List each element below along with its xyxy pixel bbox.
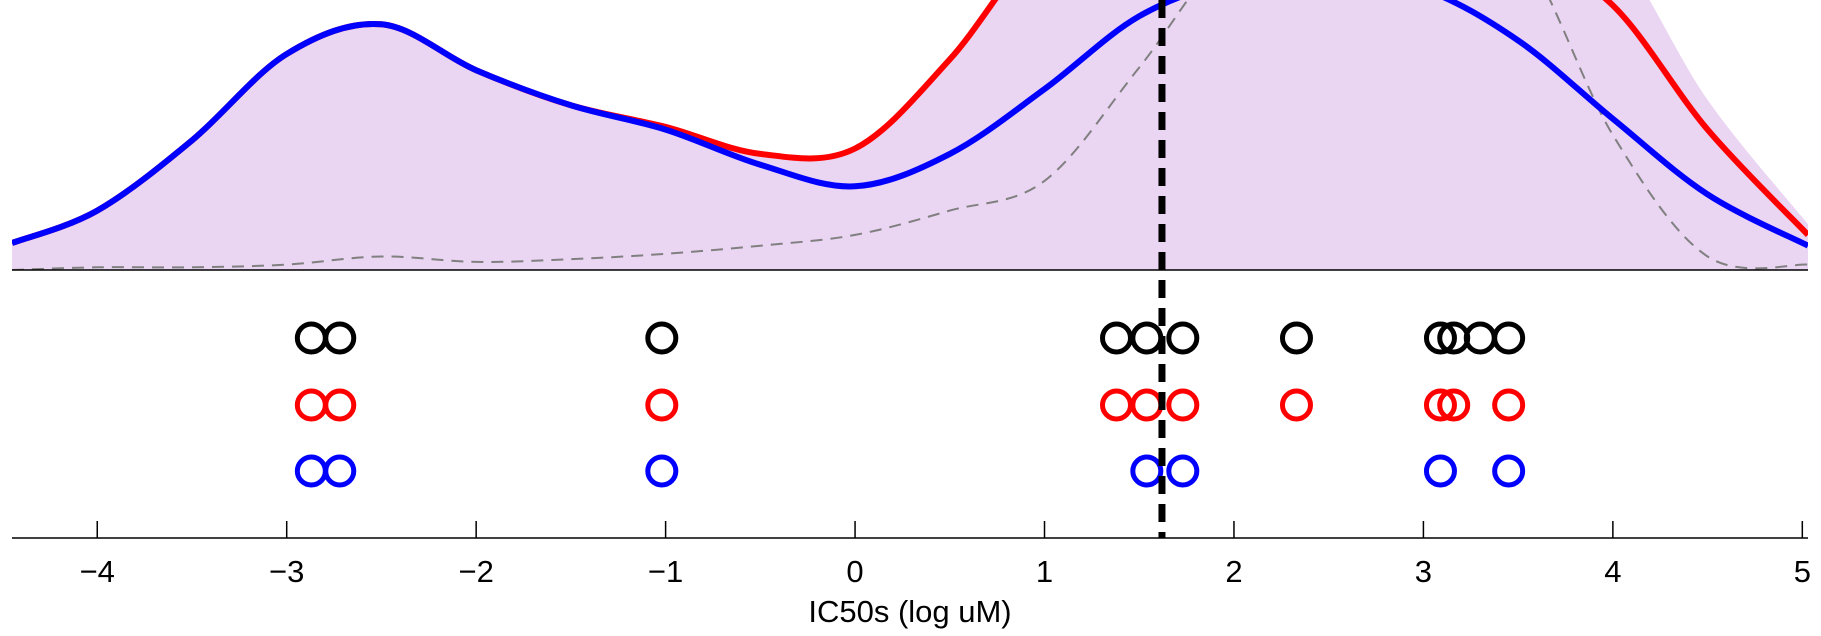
data-point (1492, 321, 1526, 355)
x-tick-label: 2 (1225, 554, 1242, 589)
data-point (1130, 388, 1164, 422)
data-point (1166, 388, 1200, 422)
data-point (294, 388, 328, 422)
x-tick-label: 1 (1036, 554, 1053, 589)
data-point (1492, 454, 1526, 488)
data-point (1279, 321, 1313, 355)
data-point (645, 388, 679, 422)
x-tick-label: 4 (1604, 554, 1621, 589)
x-tick-label: 5 (1794, 554, 1811, 589)
data-point (323, 321, 357, 355)
data-point (1130, 454, 1164, 488)
data-point (1492, 388, 1526, 422)
data-point (1166, 321, 1200, 355)
data-point (645, 454, 679, 488)
data-point (1423, 388, 1457, 422)
x-tick-label: −3 (269, 554, 304, 589)
density-area (12, 0, 1808, 270)
data-point (323, 454, 357, 488)
data-point (1463, 321, 1497, 355)
data-point (1279, 388, 1313, 422)
x-axis-label: IC50s (log uM) (808, 594, 1011, 629)
x-tick-label: −2 (458, 554, 493, 589)
data-point (1100, 321, 1134, 355)
x-tick-label: −4 (80, 554, 115, 589)
data-point (1437, 388, 1471, 422)
data-point (645, 321, 679, 355)
density-line (12, 0, 1808, 249)
x-tick-label: 0 (846, 554, 863, 589)
data-point (1100, 388, 1134, 422)
x-tick-label: 3 (1415, 554, 1432, 589)
data-point (1423, 454, 1457, 488)
data-point (323, 388, 357, 422)
data-point (1166, 454, 1200, 488)
x-tick-label: −1 (648, 554, 683, 589)
data-point (294, 454, 328, 488)
data-point (1130, 321, 1164, 355)
data-point (1423, 321, 1457, 355)
density-line (12, 0, 1808, 270)
data-point (294, 321, 328, 355)
